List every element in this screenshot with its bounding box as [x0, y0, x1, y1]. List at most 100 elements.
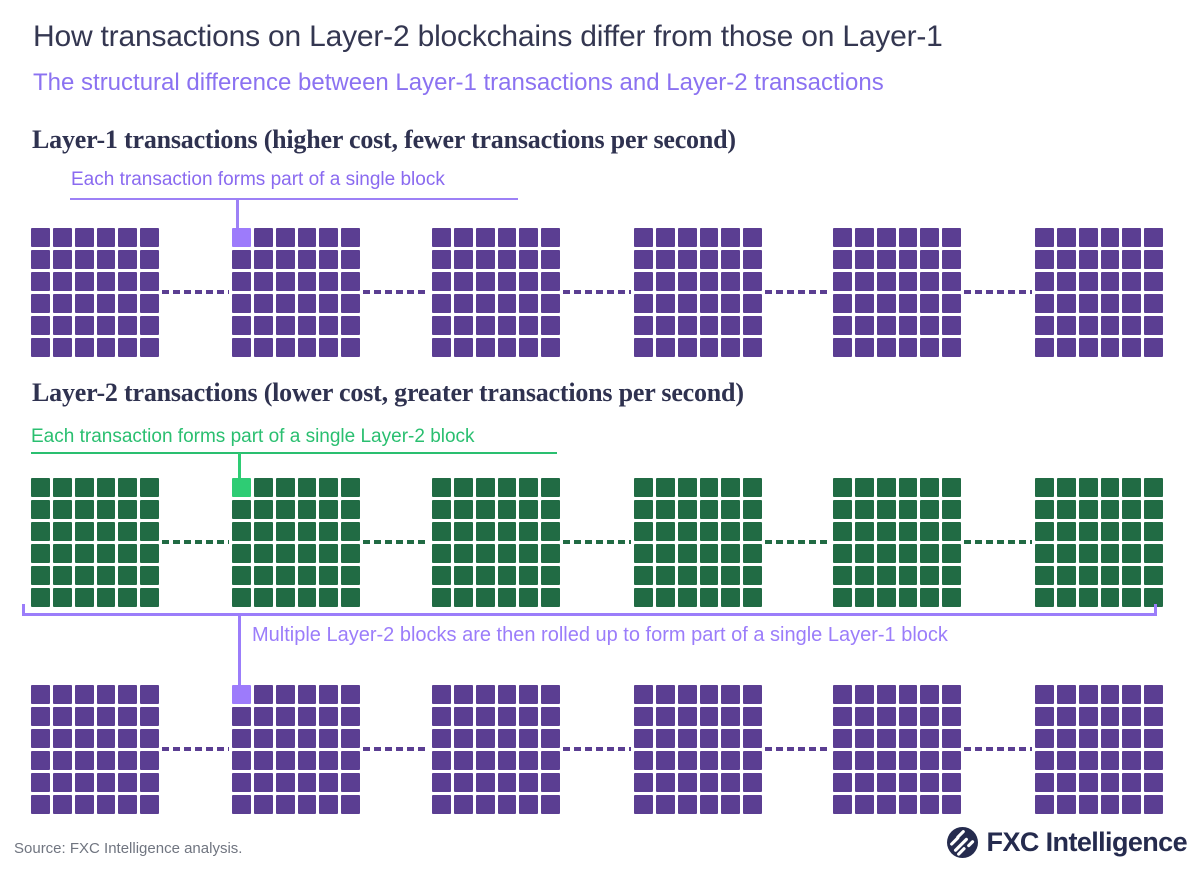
- transaction-cell: [743, 795, 762, 814]
- transaction-cell: [833, 751, 852, 770]
- transaction-cell: [497, 566, 517, 585]
- transaction-cell: [634, 773, 653, 792]
- transaction-cell: [743, 228, 762, 247]
- transaction-cell: [898, 250, 918, 269]
- transaction-cell: [920, 338, 940, 357]
- transaction-cell: [655, 478, 675, 497]
- transaction-cell: [319, 795, 339, 814]
- transaction-cell: [677, 544, 697, 563]
- transaction-cell: [1078, 316, 1098, 335]
- layer2-section-heading: Layer-2 transactions (lower cost, greate…: [32, 378, 744, 407]
- transaction-cell: [118, 316, 138, 335]
- transaction-cell: [232, 338, 251, 357]
- transaction-cell: [655, 500, 675, 519]
- transaction-cell: [898, 316, 918, 335]
- transaction-cell: [942, 338, 961, 357]
- transaction-cell: [453, 294, 473, 313]
- transaction-cell: [275, 795, 295, 814]
- layer1-chain-block-4: [634, 228, 762, 357]
- transaction-cell: [1056, 729, 1076, 748]
- transaction-cell: [140, 544, 159, 563]
- transaction-cell: [721, 566, 741, 585]
- transaction-cell: [743, 566, 762, 585]
- transaction-cell: [1078, 294, 1098, 313]
- transaction-cell: [634, 729, 653, 748]
- transaction-cell: [1056, 500, 1076, 519]
- transaction-cell: [699, 294, 719, 313]
- transaction-cell: [634, 272, 653, 291]
- transaction-cell: [319, 544, 339, 563]
- transaction-cell: [743, 588, 762, 607]
- transaction-cell: [1100, 338, 1120, 357]
- chain-link-dashed-line: [563, 540, 631, 544]
- transaction-cell: [854, 707, 874, 726]
- transaction-cell: [519, 478, 539, 497]
- transaction-cell: [432, 316, 451, 335]
- transaction-cell: [497, 294, 517, 313]
- transaction-cell: [634, 500, 653, 519]
- highlighted-transaction-cell: [232, 228, 251, 247]
- chain-link-dashed-line: [964, 290, 1032, 294]
- transaction-cell: [1144, 751, 1163, 770]
- transaction-cell: [275, 588, 295, 607]
- transaction-cell: [319, 773, 339, 792]
- transaction-cell: [833, 338, 852, 357]
- transaction-cell: [634, 707, 653, 726]
- transaction-cell: [876, 685, 896, 704]
- transaction-cell: [475, 685, 495, 704]
- transaction-cell: [876, 544, 896, 563]
- transaction-cell: [232, 294, 251, 313]
- transaction-cell: [1100, 685, 1120, 704]
- transaction-cell: [1056, 707, 1076, 726]
- transaction-cell: [341, 729, 360, 748]
- transaction-cell: [341, 272, 360, 291]
- transaction-cell: [920, 250, 940, 269]
- transaction-cell: [319, 228, 339, 247]
- transaction-cell: [699, 707, 719, 726]
- transaction-cell: [699, 685, 719, 704]
- transaction-cell: [253, 500, 273, 519]
- transaction-cell: [898, 685, 918, 704]
- transaction-cell: [319, 294, 339, 313]
- transaction-cell: [1122, 522, 1142, 541]
- transaction-cell: [942, 729, 961, 748]
- transaction-cell: [118, 250, 138, 269]
- transaction-cell: [519, 729, 539, 748]
- layer1-chain-block-6: [1035, 228, 1163, 357]
- transaction-cell: [1100, 500, 1120, 519]
- transaction-cell: [541, 294, 560, 313]
- transaction-cell: [854, 316, 874, 335]
- transaction-cell: [677, 685, 697, 704]
- transaction-cell: [634, 316, 653, 335]
- transaction-cell: [541, 228, 560, 247]
- transaction-cell: [275, 250, 295, 269]
- transaction-cell: [876, 522, 896, 541]
- transaction-cell: [1144, 588, 1163, 607]
- transaction-cell: [898, 272, 918, 291]
- transaction-cell: [74, 707, 94, 726]
- transaction-cell: [854, 566, 874, 585]
- transaction-cell: [854, 228, 874, 247]
- transaction-cell: [140, 272, 159, 291]
- transaction-cell: [1035, 522, 1054, 541]
- layer1-rollup-chain-block-5: [833, 685, 961, 814]
- transaction-cell: [1144, 729, 1163, 748]
- transaction-cell: [74, 316, 94, 335]
- transaction-cell: [833, 773, 852, 792]
- transaction-cell: [341, 338, 360, 357]
- transaction-cell: [743, 707, 762, 726]
- transaction-cell: [52, 272, 72, 291]
- transaction-cell: [898, 294, 918, 313]
- transaction-cell: [1035, 566, 1054, 585]
- transaction-cell: [743, 478, 762, 497]
- transaction-cell: [232, 250, 251, 269]
- transaction-cell: [74, 294, 94, 313]
- chain-link-dashed-line: [765, 290, 830, 294]
- transaction-cell: [833, 500, 852, 519]
- transaction-cell: [1035, 228, 1054, 247]
- transaction-cell: [1035, 544, 1054, 563]
- transaction-cell: [253, 522, 273, 541]
- transaction-cell: [74, 228, 94, 247]
- transaction-cell: [1035, 250, 1054, 269]
